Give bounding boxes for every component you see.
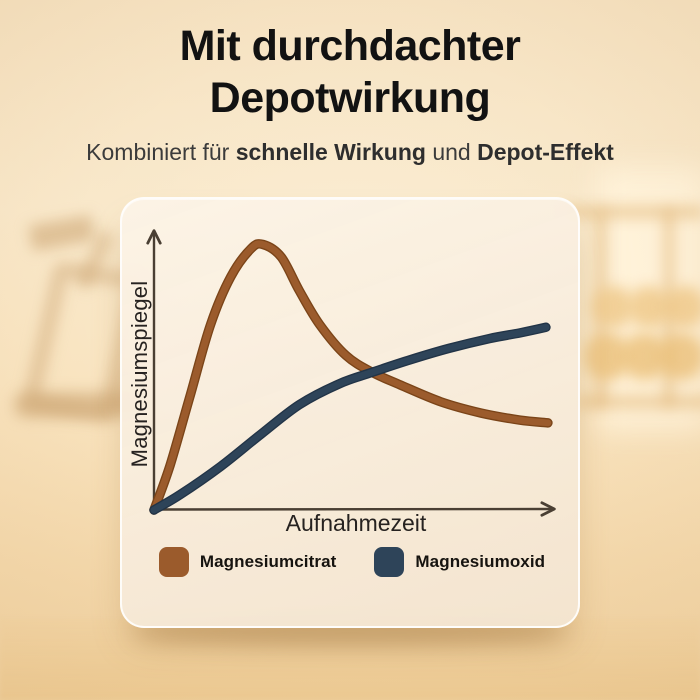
series-line-magnesiumoxid	[150, 323, 550, 514]
subtitle-connector: und	[432, 139, 471, 165]
y-axis-label: Magnesiumspiegel	[127, 280, 152, 468]
chart-card: Magnesiumspiegel Aufnahmezeit Magnesiumc…	[120, 197, 580, 628]
dumbbell-plate	[628, 286, 670, 328]
chart-plot	[146, 229, 556, 517]
title-line-1: Mit durchdachter	[179, 22, 521, 70]
dumbbell-plate	[658, 333, 700, 380]
dumbbell-rack-base	[576, 396, 700, 408]
x-axis	[153, 501, 556, 517]
x-axis-label: Aufnahmezeit	[285, 510, 427, 536]
legend-label-citrat: Magnesiumcitrat	[199, 552, 337, 571]
subtitle-bold-fast-effect: schnelle Wirkung	[235, 139, 426, 165]
chart-legend: Magnesiumcitrat Magnesiumoxid	[122, 547, 582, 577]
subtitle-prefix: Kombiniert für	[86, 139, 230, 165]
legend-swatch-oxid-icon	[374, 547, 405, 577]
title-line-2: Depotwirkung	[209, 74, 491, 122]
page-subtitle: Kombiniert für schnelle Wirkung und Depo…	[0, 139, 700, 166]
dumbbell-plate	[664, 286, 700, 328]
series-group	[149, 239, 553, 515]
floor	[0, 618, 700, 700]
subtitle-bold-depot-effect: Depot-Effekt	[477, 139, 614, 165]
page-title: Mit durchdachter Depotwirkung	[0, 20, 700, 124]
legend-label-oxid: Magnesiumoxid	[415, 552, 546, 571]
legend-item-magnesiumoxid: Magnesiumoxid	[374, 547, 545, 577]
legend-item-magnesiumcitrat: Magnesiumcitrat	[158, 547, 337, 577]
legend-swatch-citrat-icon	[158, 547, 189, 577]
dumbbell-plate	[592, 286, 634, 328]
series-line-magnesiumcitrat	[150, 240, 552, 514]
